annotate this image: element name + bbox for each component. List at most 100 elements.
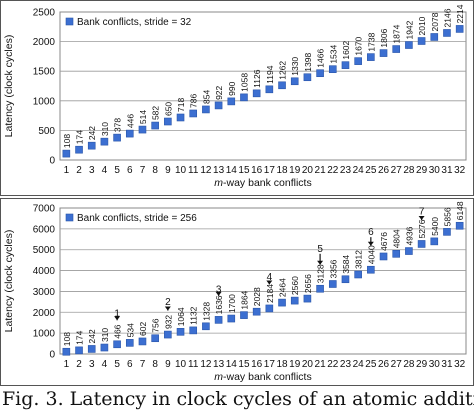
data-label: 1670 — [354, 36, 364, 55]
data-label: 4936 — [404, 226, 414, 245]
data-label: 1602 — [341, 40, 351, 59]
data-point — [443, 228, 451, 236]
data-label: 1738 — [366, 32, 376, 51]
data-point — [202, 105, 210, 114]
data-point — [316, 284, 324, 293]
x-tick-label: 10 — [175, 359, 187, 370]
data-label: 1874 — [392, 24, 402, 43]
data-point — [455, 25, 464, 33]
plot-area — [59, 207, 467, 355]
y-axis-title: Latency (clock cycles) — [3, 230, 15, 333]
data-label: 854 — [201, 89, 211, 103]
data-label: 4804 — [392, 229, 402, 248]
data-point — [417, 240, 426, 248]
data-label: 756 — [151, 318, 161, 332]
data-label: 3128 — [316, 264, 326, 283]
x-tick-label: 18 — [276, 165, 288, 176]
data-label: 1132 — [189, 306, 199, 325]
data-point — [151, 334, 159, 343]
x-tick-label: 14 — [226, 165, 238, 176]
y-tick-label: 7000 — [33, 204, 56, 215]
x-tick-label: 22 — [327, 359, 339, 370]
annotation-arrowhead — [367, 241, 374, 246]
x-tick-label: 27 — [391, 359, 403, 370]
data-label: 2078 — [430, 12, 440, 31]
x-tick-label: 2 — [76, 165, 82, 176]
data-point — [341, 61, 350, 69]
x-tick-label: 27 — [391, 165, 403, 176]
x-tick-label: 3 — [89, 165, 95, 176]
data-point — [354, 57, 362, 65]
data-label: 1398 — [303, 53, 313, 72]
data-point — [176, 328, 185, 336]
data-point — [303, 294, 312, 303]
data-label: 2656 — [303, 274, 313, 293]
x-tick-label: 28 — [403, 165, 415, 176]
data-label: 514 — [138, 110, 148, 124]
data-point — [227, 314, 236, 323]
data-label: 786 — [189, 94, 199, 108]
x-tick-label: 15 — [238, 165, 250, 176]
data-point — [290, 296, 299, 305]
x-tick-label: 1 — [64, 359, 70, 370]
data-point — [430, 237, 439, 246]
y-axis-title: Latency (clock cycles) — [3, 35, 15, 138]
data-label: 4676 — [379, 232, 389, 251]
x-tick-label: 28 — [403, 359, 415, 370]
data-point — [164, 117, 172, 126]
x-tick-label: 12 — [200, 165, 212, 176]
annotation-label: 3 — [216, 284, 222, 295]
data-point — [367, 53, 375, 61]
x-tick-label: 11 — [188, 165, 199, 176]
x-tick-label: 9 — [165, 165, 171, 176]
data-label: 2028 — [252, 287, 262, 306]
data-point — [189, 109, 198, 118]
x-tick-label: 18 — [276, 359, 288, 370]
x-tick-label: 4 — [102, 359, 108, 370]
annotation-label: 7 — [419, 206, 425, 217]
y-tick-label: 1000 — [33, 329, 56, 340]
x-axis-title: m-way bank conflicts — [214, 177, 311, 189]
x-tick-label: 20 — [302, 165, 314, 176]
y-tick-label: 4000 — [33, 266, 56, 277]
data-point — [75, 346, 83, 355]
y-tick-label: 2500 — [33, 8, 56, 19]
data-point — [189, 326, 198, 335]
data-point — [455, 221, 464, 230]
x-tick-label: 31 — [441, 359, 453, 370]
x-tick-label: 21 — [315, 165, 327, 176]
data-label: 242 — [87, 126, 97, 140]
data-label: 932 — [163, 315, 173, 329]
data-label: 174 — [75, 330, 85, 344]
x-tick-label: 23 — [340, 165, 352, 176]
data-label: 446 — [125, 114, 135, 128]
data-point — [303, 73, 312, 82]
data-point — [151, 121, 159, 130]
annotation-arrowhead — [418, 215, 425, 220]
x-tick-label: 24 — [353, 359, 365, 370]
data-point — [392, 250, 401, 258]
data-point — [214, 101, 223, 110]
data-point — [240, 311, 248, 319]
x-tick-label: 13 — [213, 359, 225, 370]
x-tick-label: 10 — [175, 165, 187, 176]
x-tick-label: 7 — [140, 359, 146, 370]
legend-label: Bank conflicts, stride = 256 — [77, 213, 197, 224]
x-tick-label: 4 — [102, 165, 108, 176]
data-point — [430, 33, 439, 41]
data-label: 466 — [113, 324, 123, 338]
y-tick-label: 3000 — [33, 287, 56, 298]
x-tick-label: 1 — [64, 165, 70, 176]
data-point — [252, 89, 261, 98]
data-label: 582 — [151, 106, 161, 120]
data-label: 3584 — [341, 255, 351, 274]
x-tick-label: 6 — [127, 359, 133, 370]
data-label: 310 — [100, 122, 110, 136]
data-label: 1864 — [239, 290, 249, 309]
x-tick-label: 14 — [226, 359, 238, 370]
data-label: 4040 — [366, 245, 376, 264]
data-point — [100, 343, 109, 352]
data-point — [75, 145, 83, 154]
